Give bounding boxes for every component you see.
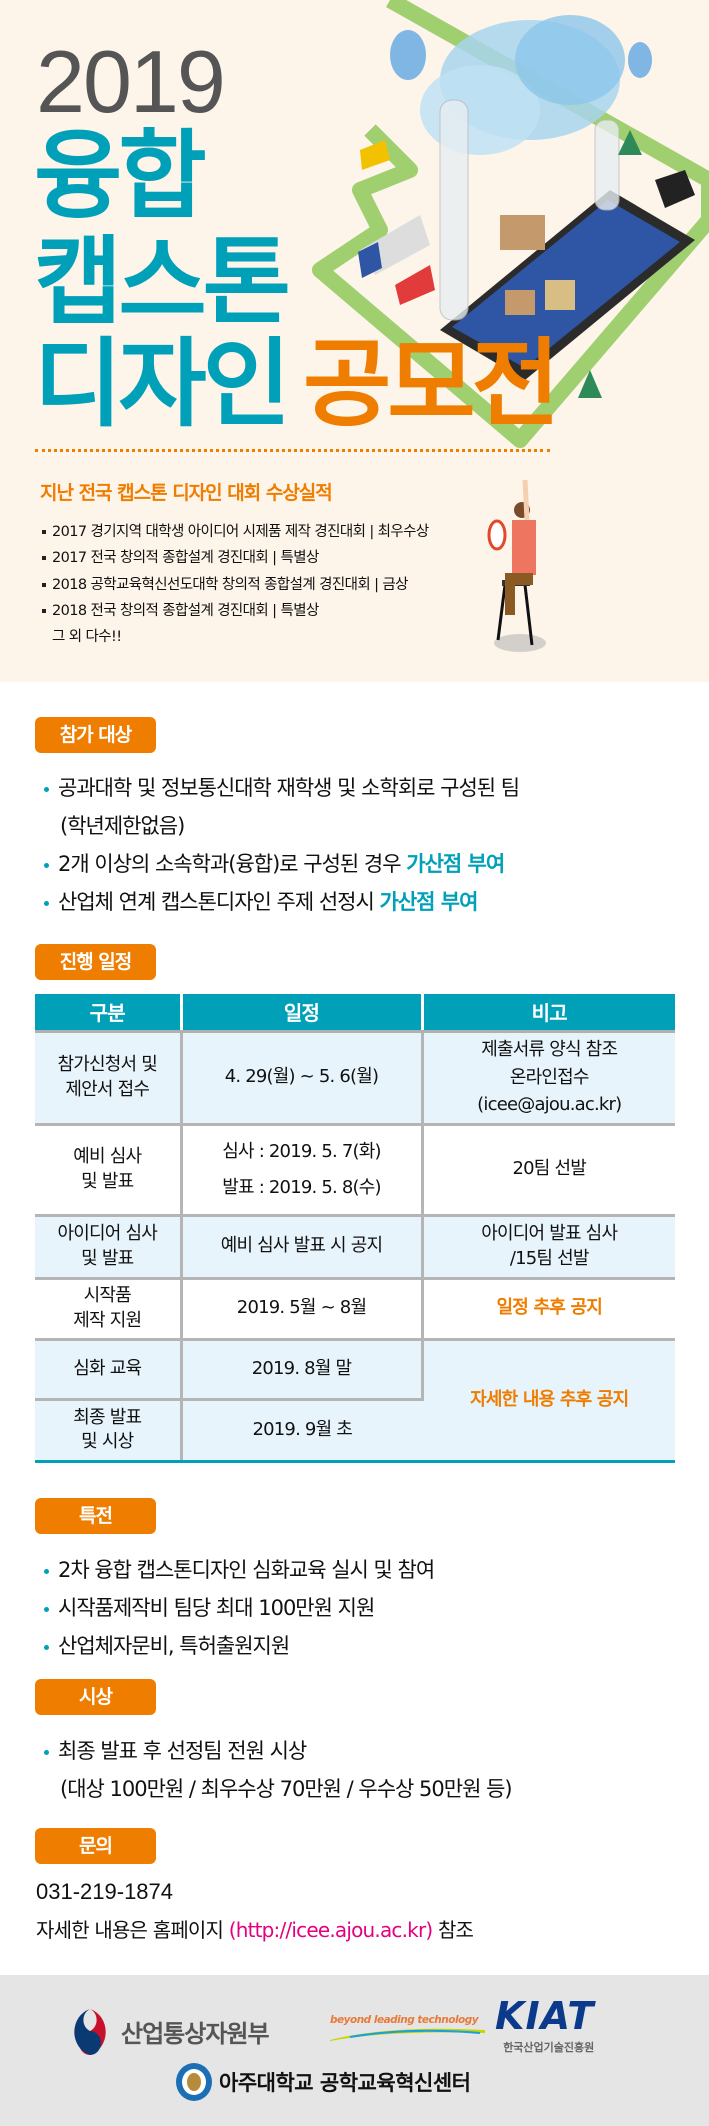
hero-banner: 2019 융합 캡스톤 디자인 공모전 지난 전국 캡스톤 디자인 대회 수상실적… bbox=[0, 0, 709, 682]
section-badge-eligibility: 참가 대상 bbox=[35, 717, 156, 753]
benefit-item: 산업체자문비, 특허출원지원 bbox=[44, 1630, 290, 1660]
title-contest: 공모전 bbox=[302, 328, 560, 440]
stage-cell: 예비 심사 및 발표 bbox=[35, 1124, 183, 1217]
title-design: 디자인 bbox=[34, 328, 291, 440]
note-cell: 자세한 내용 추후 공지 bbox=[422, 1339, 675, 1463]
awards-title: 지난 전국 캡스톤 디자인 대회 수상실적 bbox=[40, 482, 333, 504]
benefit-item: 시작품제작비 팀당 최대 100만원 지원 bbox=[44, 1592, 375, 1622]
contact-homepage: 자세한 내용은 홈페이지 (http://icee.ajou.ac.kr) 참조 bbox=[36, 1918, 474, 1942]
megaphone-person-illustration bbox=[487, 479, 546, 652]
slogan-logo: beyond leading technology bbox=[330, 2014, 485, 2045]
note-cell: 일정 추후 공지 bbox=[422, 1278, 675, 1341]
table-row: 시작품 제작 지원 2019. 5월 ~ 8월 일정 추후 공지 bbox=[35, 1278, 675, 1341]
title-line-1: 융합 bbox=[34, 120, 207, 232]
note-cell: 제출서류 양식 참조 온라인접수 (icee@ajou.ac.kr) bbox=[422, 1031, 675, 1126]
schedule-table: 구분 일정 비고 참가신청서 및 제안서 접수 4. 29(월) ~ 5. 6(… bbox=[35, 994, 675, 1463]
column-header: 구분 bbox=[35, 994, 183, 1033]
date-cell: 2019. 5월 ~ 8월 bbox=[181, 1278, 424, 1341]
ajou-logo: 아주대학교 공학교육혁신센터 bbox=[175, 2062, 471, 2102]
stage-cell: 시작품 제작 지원 bbox=[35, 1278, 183, 1341]
awards-more: 그 외 다수!! bbox=[52, 629, 122, 645]
date-cell: 예비 심사 발표 시 공지 bbox=[181, 1215, 424, 1280]
table-row: 예비 심사 및 발표 심사 : 2019. 5. 7(화) 발표 : 2019.… bbox=[35, 1124, 675, 1217]
benefit-item: 2차 융합 캡스톤디자인 심화교육 실시 및 참여 bbox=[44, 1554, 435, 1584]
homepage-link[interactable]: (http://icee.ajou.ac.kr) bbox=[228, 1918, 434, 1942]
section-badge-prizes: 시상 bbox=[35, 1679, 156, 1715]
date-cell: 2019. 9월 초 bbox=[181, 1399, 422, 1463]
eligibility-item-cont: (학년제한없음) bbox=[60, 814, 185, 838]
eligibility-item: 2개 이상의 소속학과(융합)로 구성된 경우 가산점 부여 bbox=[44, 848, 505, 878]
title-line-2: 캡스톤 bbox=[34, 226, 291, 338]
ajou-emblem-icon bbox=[176, 2063, 212, 2101]
event-year: 2019 bbox=[36, 32, 226, 131]
kiat-logo: KIAT 한국산업기술진흥원 bbox=[495, 1994, 595, 2054]
date-cell: 2019. 8월 말 bbox=[181, 1339, 424, 1401]
swoosh-icon bbox=[330, 2028, 485, 2041]
section-badge-contact: 문의 bbox=[35, 1828, 156, 1864]
award-item: 2017 전국 창의적 종합설계 경진대회 | 특별상 bbox=[42, 546, 319, 567]
dotted-divider bbox=[35, 449, 550, 452]
eligibility-item: 공과대학 및 정보통신대학 재학생 및 소학회로 구성된 팀 bbox=[44, 772, 520, 802]
sponsor-footer: 산업통상자원부 beyond leading technology KIAT 한… bbox=[0, 1975, 709, 2126]
date-cell: 심사 : 2019. 5. 7(화) 발표 : 2019. 5. 8(수) bbox=[181, 1124, 424, 1217]
stage-cell: 최종 발표 및 시상 bbox=[35, 1399, 183, 1463]
note-cell: 아이디어 발표 심사 /15팀 선발 bbox=[422, 1215, 675, 1280]
table-row: 최종 발표 및 시상 2019. 9월 초 bbox=[35, 1399, 675, 1463]
date-cell: 4. 29(월) ~ 5. 6(월) bbox=[181, 1031, 424, 1126]
stage-cell: 심화 교육 bbox=[35, 1339, 183, 1401]
stage-cell: 참가신청서 및 제안서 접수 bbox=[35, 1031, 183, 1126]
taegeuk-icon bbox=[74, 2009, 106, 2055]
motie-logo: 산업통상자원부 bbox=[67, 2005, 270, 2057]
table-row: 아이디어 심사 및 발표 예비 심사 발표 시 공지 아이디어 발표 심사 /1… bbox=[35, 1215, 675, 1280]
table-row: 참가신청서 및 제안서 접수 4. 29(월) ~ 5. 6(월) 제출서류 양… bbox=[35, 1031, 675, 1126]
eligibility-item: 산업체 연계 캡스톤디자인 주제 선정시 가산점 부여 bbox=[44, 886, 478, 916]
title-line-3: 디자인 공모전 bbox=[34, 336, 560, 432]
contact-phone: 031-219-1874 bbox=[36, 1879, 174, 1904]
note-cell: 20팀 선발 bbox=[422, 1124, 675, 1217]
table-row: 심화 교육 2019. 8월 말 자세한 내용 추후 공지 bbox=[35, 1339, 675, 1463]
award-item: 2018 전국 창의적 종합설계 경진대회 | 특별상 bbox=[42, 599, 319, 620]
award-item: 2017 경기지역 대학생 아이디어 시제품 제작 경진대회 | 최우수상 bbox=[42, 520, 429, 541]
award-item: 2018 공학교육혁신선도대학 창의적 종합설계 경진대회 | 금상 bbox=[42, 573, 408, 594]
stage-cell: 아이디어 심사 및 발표 bbox=[35, 1215, 183, 1280]
prize-item-cont: (대상 100만원 / 최우수상 70만원 / 우수상 50만원 등) bbox=[60, 1777, 513, 1801]
section-badge-benefits: 특전 bbox=[35, 1498, 156, 1534]
section-badge-schedule: 진행 일정 bbox=[35, 944, 156, 980]
prize-item: 최종 발표 후 선정팀 전원 시상 bbox=[44, 1735, 307, 1765]
city-smartphone-illustration bbox=[312, 0, 709, 448]
column-header: 비고 bbox=[422, 994, 675, 1033]
column-header: 일정 bbox=[181, 994, 424, 1033]
